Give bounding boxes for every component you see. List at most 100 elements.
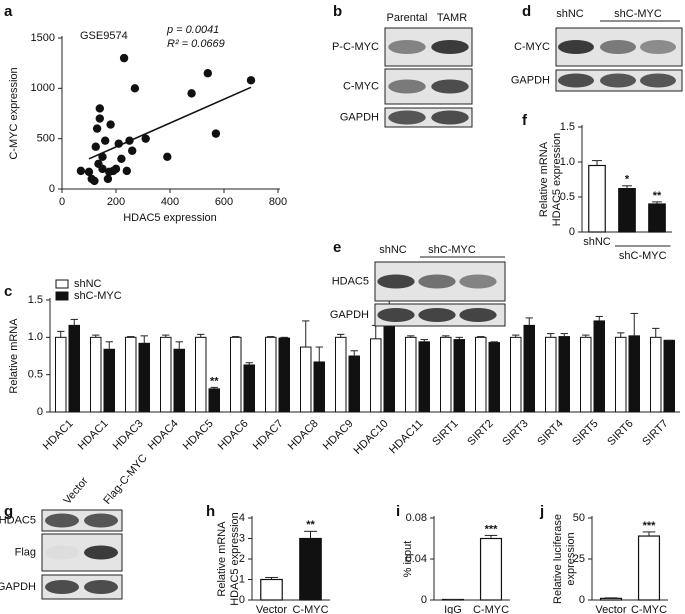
bar [103,348,115,413]
point [106,120,115,129]
bar [545,336,557,413]
y-tick-label: 1000 [31,82,55,94]
error-bar [267,336,275,338]
y-tick-label: 0 [421,594,427,606]
blot-band [84,545,118,560]
bar [383,315,395,413]
blot-band [431,110,469,125]
error-bar [265,576,278,580]
x-tick-label: SIRT5 [570,418,600,448]
y-tick-label: 0.08 [406,512,427,524]
annotation: R² = 0.0669 [167,38,225,50]
error-bar [592,160,602,166]
point [119,53,129,63]
x-axis-label: HDAC5 expression [123,212,217,224]
y-axis-label: % input [402,541,414,578]
point [111,164,121,174]
y-tick-label: 1.5 [560,121,575,133]
significance: * [625,174,630,186]
panel-label: e [333,239,341,256]
x-tick-label: C-MYC [631,604,667,614]
significance: ** [653,190,662,202]
point [92,124,102,133]
column-label: Vector [61,475,90,507]
panel-label: a [4,3,13,20]
x-tick-label: HDAC4 [146,418,181,453]
y-tick-label: 0 [37,406,43,418]
error-bar [105,341,113,350]
row-label: HDAC5 [0,514,36,526]
blot-band [45,513,79,528]
point [101,136,110,145]
y-tick-label: 0 [579,594,585,606]
y-tick-label: 0.04 [406,553,427,565]
error-bar [57,330,65,338]
point [122,166,131,176]
error-bar [245,362,253,365]
bar [475,336,487,413]
blot-band [431,79,469,94]
bar [628,335,640,413]
blot-band [459,274,497,289]
column-label: Parental [387,12,428,24]
panel-label: c [4,283,12,300]
bar [278,337,290,413]
point [128,146,137,155]
column-label: shC-MYC [614,8,662,20]
x-tick-label: Vector [595,604,627,614]
bar [125,336,137,413]
y-tick-label: 0 [569,226,575,238]
panel-label: g [4,503,13,520]
panel-label: i [396,503,400,520]
bar [580,336,592,413]
y-tick-label: 1.5 [28,294,43,306]
point [95,104,105,113]
y-tick-label: 500 [37,133,55,145]
x-tick-label: 800 [269,196,287,208]
row-label: C-MYC [343,80,379,92]
error-bar [175,341,183,350]
x-tick-label: shNC [583,236,611,248]
column-label: TAMR [437,12,467,24]
bar [195,336,207,413]
x-tick-label: C-MYC [292,604,328,614]
bar [313,361,325,413]
x-tick-label: HDAC10 [351,418,390,457]
x-tick-label: HDAC3 [111,418,146,453]
y-tick-label: 0 [49,183,55,195]
legend-label: shC-MYC [74,290,122,302]
bar [588,164,606,233]
x-tick-label: SIRT2 [465,418,495,448]
error-bar [197,333,205,338]
x-tick-label: HDAC5 [181,418,216,453]
column-label: shNC [379,244,407,256]
error-bar [582,334,590,338]
point [90,176,99,186]
bar [453,339,465,413]
y-axis-label: Relative mRNA [538,141,550,217]
bar [637,535,661,601]
y-tick-label: 1.0 [560,156,575,168]
panel-label: f [522,112,528,129]
legend-swatch [55,291,69,301]
error-bar [595,315,603,321]
bar [300,346,312,413]
point [203,69,212,78]
point [141,134,150,143]
point [187,89,196,98]
y-tick-label: 1500 [31,32,55,44]
error-bar [622,185,632,189]
error-bar [525,317,533,326]
bar [55,336,67,413]
bar [618,188,636,233]
error-bar [512,334,520,338]
legend-label: shNC [74,278,102,290]
blot-band [45,580,79,594]
error-bar [455,336,463,340]
error-bar [92,334,100,338]
error-bar [442,335,450,338]
x-tick-label: 600 [215,196,233,208]
point [117,154,126,163]
y-axis-label: Relative mRNA [8,318,20,394]
bar [370,338,382,413]
